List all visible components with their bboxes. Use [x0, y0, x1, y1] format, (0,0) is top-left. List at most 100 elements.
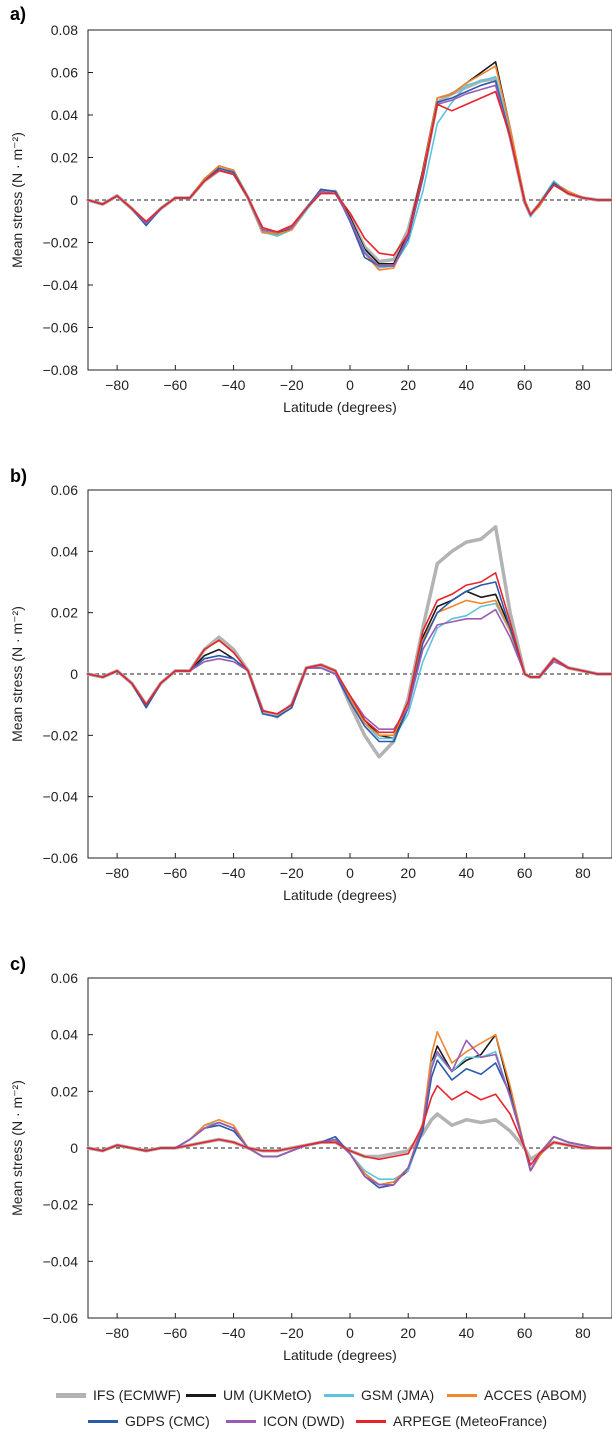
x-tick-label: 80	[575, 377, 591, 393]
series-line-ifs-ecmwf	[86, 77, 612, 264]
legend-item-gdps: GDPS (CMC)	[88, 1410, 210, 1432]
y-tick-label: 0.04	[51, 1027, 78, 1043]
x-tick-label: 80	[575, 1325, 591, 1341]
x-tick-label: −40	[222, 1325, 246, 1341]
x-tick-label: 80	[575, 865, 591, 881]
panel-label: c)	[10, 954, 26, 974]
y-tick-label: 0.06	[51, 970, 78, 986]
series-line-um-ukmeto	[87, 590, 612, 740]
y-tick-label: −0.02	[43, 727, 79, 743]
chart-panel-3: c) −0.06 −0.04 −0.02 0 0.02 0.04 0.06 −80 −60 −40 −…	[9, 954, 612, 1363]
legend-label-um: UM (UKMetO)	[223, 1387, 312, 1403]
y-tick-label: −0.04	[43, 277, 79, 293]
y-tick-label: −0.06	[43, 850, 79, 866]
x-tick-label: 20	[400, 377, 416, 393]
y-tick-label: 0.02	[51, 1083, 78, 1099]
legend-item-acces: ACCES (ABOM)	[447, 1384, 587, 1406]
legend-item-arpege: ARPEGE (MeteoFrance)	[356, 1410, 547, 1432]
series-group	[86, 61, 612, 271]
series-line-gdps-cmc	[87, 581, 612, 743]
x-tick-label: 40	[459, 865, 475, 881]
legend-item-ifs: IFS (ECMWF)	[56, 1384, 181, 1406]
y-tick-label: 0	[70, 192, 78, 208]
x-tick-label: 60	[517, 1325, 533, 1341]
y-tick-label: −0.06	[43, 320, 79, 336]
y-tick-label: 0.02	[51, 605, 78, 621]
y-tick-label: −0.04	[43, 789, 79, 805]
series-line-gdps-cmc	[87, 1059, 612, 1189]
series-group	[86, 525, 612, 759]
y-axis-title: Mean stress (N · m⁻²)	[9, 606, 25, 742]
y-tick-label: −0.02	[43, 1197, 79, 1213]
x-tick-label: −20	[280, 1325, 304, 1341]
x-tick-label: −60	[163, 865, 187, 881]
x-tick-label: 40	[459, 1325, 475, 1341]
legend-swatch-gdps	[88, 1419, 118, 1423]
series-line-ifs-ecmwf	[86, 525, 612, 759]
legend-swatch-acces	[447, 1393, 477, 1397]
legend-item-icon: ICON (DWD)	[226, 1410, 345, 1432]
series-line-acces-abom	[87, 599, 612, 737]
legend-swatch-icon	[226, 1419, 256, 1423]
legend-label-acces: ACCES (ABOM)	[484, 1387, 587, 1403]
series-group	[86, 1031, 612, 1189]
y-tick-label: −0.04	[43, 1253, 79, 1269]
x-tick-label: −80	[105, 377, 129, 393]
series-line-um-ukmeto	[87, 61, 612, 265]
x-tick-label: −60	[163, 1325, 187, 1341]
x-tick-label: 0	[346, 1325, 354, 1341]
x-axis-title: Latitude (degrees)	[283, 887, 397, 903]
chart-panel-1: a) −0.08 −0.06 −0.04 −0.02 0 0.02 0.04 0.06 0.08 −…	[9, 4, 612, 415]
x-tick-label: −80	[105, 865, 129, 881]
x-tick-label: −40	[222, 865, 246, 881]
series-line-arpege-meteofrance	[87, 1084, 612, 1166]
y-tick-label: 0.04	[51, 543, 78, 559]
legend-label-arpege: ARPEGE (MeteoFrance)	[393, 1413, 548, 1429]
legend: IFS (ECMWF) UM (UKMetO) GSM (JMA) ACCES …	[0, 1370, 612, 1433]
x-tick-label: −20	[280, 865, 304, 881]
series-line-icon-dwd	[87, 84, 612, 267]
legend-label-gsm: GSM (JMA)	[361, 1387, 435, 1403]
legend-swatch-um	[186, 1393, 216, 1397]
legend-row-1: IFS (ECMWF) UM (UKMetO) GSM (JMA) ACCES …	[0, 1384, 612, 1406]
y-tick-label: −0.08	[43, 362, 79, 378]
y-tick-label: 0.02	[51, 150, 78, 166]
panel-label: a)	[10, 4, 26, 24]
x-tick-label: 60	[517, 865, 533, 881]
x-tick-label: 60	[517, 377, 533, 393]
x-tick-label: −40	[222, 377, 246, 393]
legend-item-um: UM (UKMetO)	[186, 1384, 312, 1406]
chart-panel-2: b) −0.06 −0.04 −0.02 0 0.02 0.04 0.06 −80 −60 −40 −…	[9, 466, 612, 903]
y-tick-label: 0.08	[51, 22, 78, 38]
x-tick-label: 20	[400, 1325, 416, 1341]
series-line-gdps-cmc	[87, 80, 612, 267]
series-line-icon-dwd	[87, 608, 612, 731]
x-tick-label: −60	[163, 377, 187, 393]
series-line-arpege-meteofrance	[87, 571, 612, 734]
series-line-arpege-meteofrance	[87, 90, 612, 257]
series-line-gsm-jma	[87, 76, 612, 269]
y-tick-label: −0.02	[43, 235, 79, 251]
x-tick-label: 0	[346, 377, 354, 393]
y-axis-title: Mean stress (N · m⁻²)	[9, 132, 25, 268]
legend-row-2: GDPS (CMC) ICON (DWD) ARPEGE (MeteoFranc…	[0, 1410, 612, 1432]
legend-label-icon: ICON (DWD)	[263, 1413, 345, 1429]
x-tick-label: 0	[346, 865, 354, 881]
y-tick-label: 0.06	[51, 65, 78, 81]
y-tick-label: 0	[70, 666, 78, 682]
x-tick-label: 20	[400, 865, 416, 881]
legend-swatch-ifs	[56, 1392, 86, 1398]
y-tick-label: 0.04	[51, 107, 78, 123]
x-tick-label: 40	[459, 377, 475, 393]
legend-label-gdps: GDPS (CMC)	[125, 1413, 210, 1429]
series-line-acces-abom	[87, 65, 612, 271]
x-tick-label: −80	[105, 1325, 129, 1341]
x-axis-title: Latitude (degrees)	[283, 1347, 397, 1363]
series-line-icon-dwd	[87, 1039, 612, 1186]
y-tick-label: 0	[70, 1140, 78, 1156]
y-axis-title: Mean stress (N · m⁻²)	[9, 1080, 25, 1216]
legend-item-gsm: GSM (JMA)	[324, 1384, 434, 1406]
x-tick-label: −20	[280, 377, 304, 393]
panel-label: b)	[10, 466, 27, 486]
legend-swatch-arpege	[356, 1419, 386, 1423]
